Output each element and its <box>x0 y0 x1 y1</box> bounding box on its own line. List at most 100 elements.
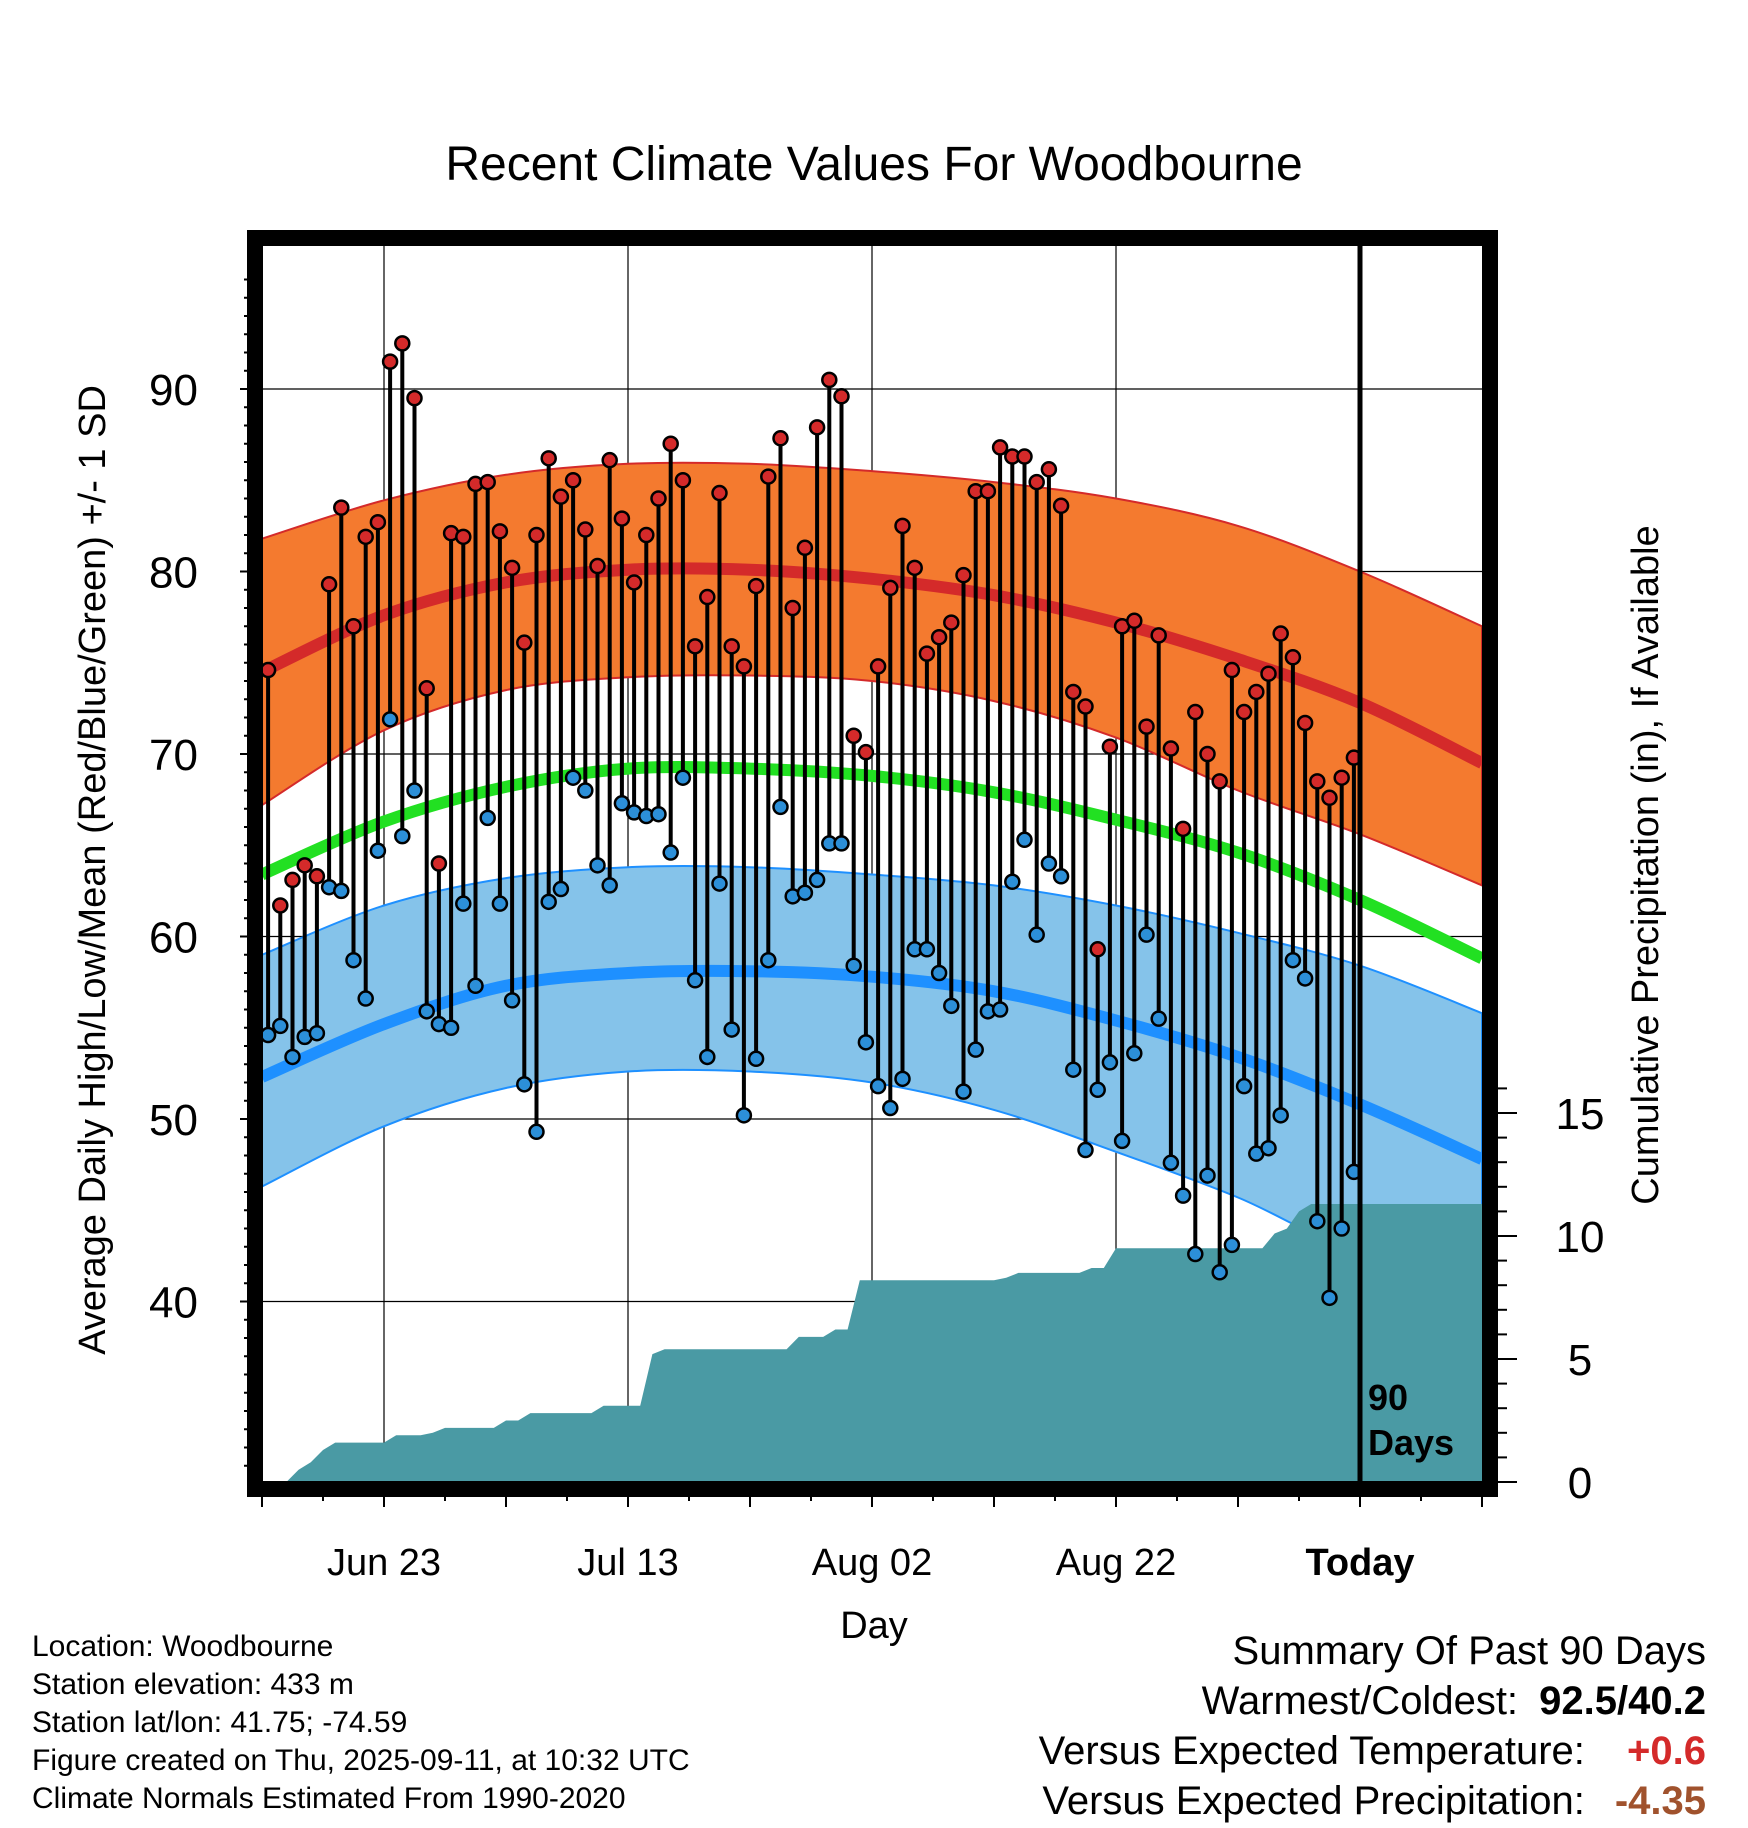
high-point <box>345 618 362 635</box>
high-point <box>381 353 399 370</box>
high-point <box>1199 745 1216 763</box>
high-point <box>430 855 448 872</box>
high-point <box>833 388 850 405</box>
high-point <box>699 588 716 606</box>
high-point <box>418 680 435 697</box>
high-point <box>943 614 960 631</box>
low-point <box>1333 1220 1350 1237</box>
location-text: Location: Woodbourne <box>32 1630 334 1663</box>
x-tick-label: Aug 02 <box>812 1542 932 1584</box>
low-point <box>577 782 594 799</box>
low-point <box>589 857 606 874</box>
high-point <box>296 857 313 874</box>
high-point <box>564 472 582 489</box>
today-days-number: 90 <box>1368 1377 1408 1418</box>
high-point <box>784 599 801 617</box>
high-point <box>772 430 789 447</box>
low-point <box>650 805 667 823</box>
high-point <box>686 638 704 655</box>
low-normal-line <box>262 964 1483 1165</box>
high-point <box>601 451 618 469</box>
high-point <box>540 450 557 467</box>
high-point <box>320 576 338 593</box>
high-point <box>1089 941 1106 958</box>
y-tick-label: 40 <box>149 1279 198 1328</box>
low-point <box>845 957 862 974</box>
latlon-text: Station lat/lon: 41.75; -74.59 <box>32 1706 408 1739</box>
high-point <box>357 528 374 546</box>
y2-tick-label: 5 <box>1568 1336 1592 1385</box>
low-point <box>491 895 509 912</box>
low-point <box>1235 1077 1253 1095</box>
low-point <box>1113 1132 1131 1150</box>
low-point <box>1016 831 1033 849</box>
low-point <box>1199 1167 1216 1184</box>
low-point <box>394 827 411 845</box>
high-point <box>918 645 936 662</box>
today-days-label: Days <box>1368 1422 1454 1463</box>
low-point <box>1028 926 1045 943</box>
high-point <box>796 539 814 557</box>
high-point <box>662 435 679 452</box>
high-point <box>1223 661 1241 679</box>
high-point <box>1187 703 1204 721</box>
summary-temp-row: Versus Expected Temperature: +0.6 <box>1039 1726 1706 1776</box>
high-point <box>1150 627 1167 644</box>
high-point <box>577 521 594 538</box>
high-point <box>1321 789 1338 807</box>
low-point <box>455 895 472 912</box>
low-point <box>833 835 850 852</box>
low-point <box>894 1070 911 1088</box>
normals-text: Climate Normals Estimated From 1990-2020 <box>32 1782 626 1815</box>
low-point <box>503 992 521 1009</box>
low-point <box>516 1076 533 1093</box>
high-point <box>272 897 289 914</box>
low-point <box>772 798 789 816</box>
precip-anomaly-value: -4.35 <box>1614 1779 1706 1823</box>
low-point <box>1101 1054 1119 1071</box>
low-point <box>857 1034 875 1051</box>
high-point <box>1260 665 1277 682</box>
low-point <box>333 882 350 900</box>
temp-anomaly-value: +0.6 <box>1627 1729 1706 1773</box>
low-point <box>711 875 728 892</box>
high-point <box>394 335 411 352</box>
low-point <box>442 1019 460 1036</box>
temp-anomaly-label: Versus Expected Temperature: <box>1038 1729 1585 1773</box>
high-point <box>1077 698 1094 715</box>
low-point <box>808 871 826 889</box>
low-point <box>882 1099 899 1117</box>
low-point <box>747 1050 765 1068</box>
x-axis-label: Day <box>840 1605 908 1647</box>
high-point <box>1052 497 1070 515</box>
high-point <box>1065 683 1082 701</box>
high-point <box>1126 612 1143 630</box>
high-point <box>930 628 948 646</box>
low-point <box>1040 855 1058 872</box>
y2-tick-label: 15 <box>1556 1090 1605 1139</box>
high-point <box>491 523 509 540</box>
low-point <box>930 964 948 982</box>
high-point <box>406 389 423 407</box>
high-point <box>1284 649 1302 666</box>
chart-title: Recent Climate Values For Woodbourne <box>445 138 1302 191</box>
low-point <box>262 1026 277 1044</box>
high-point <box>650 490 667 507</box>
low-point <box>1052 868 1070 885</box>
high-point <box>882 579 899 597</box>
high-point <box>1309 773 1326 790</box>
high-point <box>308 868 326 885</box>
low-point <box>1174 1187 1192 1204</box>
x-tick-label: Jun 23 <box>327 1542 441 1584</box>
y-tick-label: 90 <box>149 366 198 415</box>
high-point <box>821 371 838 389</box>
y-tick-label: 80 <box>149 549 198 598</box>
high-point <box>1174 820 1192 838</box>
high-point <box>1138 718 1155 735</box>
y2-tick-label: 0 <box>1568 1459 1592 1508</box>
high-point <box>1040 461 1058 478</box>
low-point <box>1296 970 1314 987</box>
